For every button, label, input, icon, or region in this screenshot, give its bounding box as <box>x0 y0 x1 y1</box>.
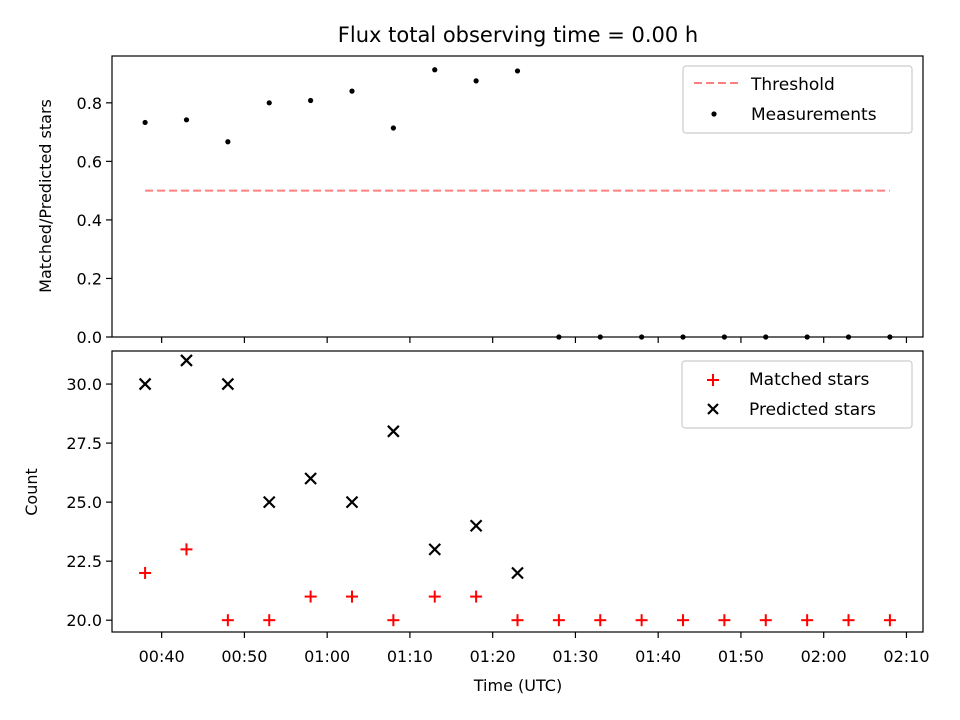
measurement-point <box>432 67 438 73</box>
measurement-point <box>308 97 314 104</box>
bottom-y-tick-label: 27.5 <box>66 434 102 453</box>
predicted-x-b <box>469 519 483 533</box>
matched-stars-point <box>759 614 772 627</box>
top-y-tick-label: 0.0 <box>77 328 102 347</box>
measurement-point <box>473 78 479 84</box>
bottom-axes-frame <box>111 350 924 633</box>
matched-stars-point <box>139 566 152 579</box>
legend-measurements-label: Measurements <box>751 105 877 125</box>
x-axis-label: Time (UTC) <box>473 676 562 695</box>
bottom-y-axis-label: Count <box>22 468 41 516</box>
predicted-stars-point <box>428 543 442 556</box>
x-tick-label: 00:40 <box>139 647 185 666</box>
bottom-x-axis: 00:40 00:50 01:00 01:10 01:20 01:30 01:40 01:50… <box>139 632 930 666</box>
predicted-stars-point <box>345 495 359 509</box>
predicted-x-b <box>511 566 524 580</box>
matched-stars-point <box>883 614 896 627</box>
matched-stars-point <box>594 614 607 627</box>
measurement-point <box>349 88 355 94</box>
matched-stars-point <box>263 614 276 627</box>
top-y-axis-label: Matched/Predicted stars <box>36 99 55 293</box>
predicted-x-b <box>221 377 235 391</box>
x-tick-label: 02:10 <box>883 647 929 666</box>
predicted-stars-point <box>469 519 483 533</box>
measurement-point <box>142 119 148 126</box>
predicted-x-b <box>428 543 442 556</box>
x-tick-label: 01:40 <box>635 647 681 666</box>
top-plot-area <box>142 67 893 340</box>
predicted-x-b <box>262 495 276 509</box>
x-tick-label: 01:10 <box>387 647 433 666</box>
predicted-stars-point <box>304 472 317 485</box>
bottom-plot-area <box>138 354 896 627</box>
predicted-stars-point <box>262 495 276 509</box>
top-legend-box <box>682 65 913 134</box>
bottom-y-tick-label: 25.0 <box>66 493 102 512</box>
measurement-point <box>266 100 272 106</box>
legend-predicted-label: Predicted stars <box>749 400 876 420</box>
matched-stars-point <box>677 614 690 627</box>
top-y-tick-label: 0.8 <box>77 94 102 113</box>
predicted-x-b <box>138 377 152 391</box>
bottom-y-axis: 20.0 22.5 25.0 27.5 30.0 <box>66 375 112 630</box>
measurement-point <box>514 68 521 74</box>
matched-stars-point <box>387 614 400 627</box>
predicted-x-b <box>387 425 400 438</box>
top-y-tick-label: 0.6 <box>77 152 102 171</box>
matched-stars-point <box>511 614 524 627</box>
x-tick-label: 01:30 <box>552 647 598 666</box>
x-tick-label: 00:50 <box>221 647 267 666</box>
x-tick-label: 01:50 <box>718 647 764 666</box>
matched-stars-point <box>345 590 358 603</box>
legend-threshold-label: Threshold <box>750 75 835 95</box>
predicted-x-b <box>180 354 193 367</box>
predicted-stars-point <box>138 377 152 391</box>
matched-stars-point <box>180 543 193 556</box>
matched-stars-point <box>552 614 565 627</box>
matched-stars-point <box>801 614 814 627</box>
matched-stars-point <box>304 590 317 603</box>
top-y-tick-label: 0.2 <box>77 269 102 288</box>
matched-stars-point <box>470 590 483 603</box>
bottom-legend-box <box>681 360 913 429</box>
x-tick-label: 01:20 <box>470 647 516 666</box>
legend-measurements-swatch <box>711 111 717 117</box>
chart-title: Flux total observing time = 0.00 h <box>338 23 698 47</box>
predicted-x-b <box>345 495 359 509</box>
top-legend: Threshold Measurements <box>682 65 913 134</box>
legend-predicted-swatch <box>707 403 719 415</box>
measurement-point <box>183 117 190 123</box>
predicted-stars-point <box>511 566 524 580</box>
matched-stars-point <box>428 590 441 603</box>
x-tick-label: 02:00 <box>801 647 847 666</box>
matched-stars-point <box>221 614 234 627</box>
predicted-stars-point <box>221 377 235 391</box>
top-axes-frame <box>111 55 924 338</box>
bottom-y-tick-label: 30.0 <box>66 375 102 394</box>
bottom-y-tick-label: 20.0 <box>66 611 102 630</box>
measurement-point <box>225 139 231 145</box>
legend-matched-label: Matched stars <box>749 370 869 390</box>
bottom-y-tick-label: 22.5 <box>66 552 102 571</box>
matched-stars-point <box>718 614 731 627</box>
predicted-stars-point <box>180 354 193 367</box>
top-x-axis <box>161 337 908 343</box>
predicted-stars-point <box>387 425 400 438</box>
top-y-tick-label: 0.4 <box>77 211 102 230</box>
predicted-x-b <box>304 472 317 485</box>
x-tick-label: 01:00 <box>304 647 350 666</box>
matched-stars-point <box>842 614 855 627</box>
measurement-point <box>390 125 396 131</box>
legend-matched-swatch <box>707 374 719 386</box>
top-y-axis: 0.0 0.2 0.4 0.6 0.8 <box>77 94 112 347</box>
matched-stars-point <box>635 614 648 627</box>
bottom-legend: Matched stars Predicted stars <box>681 360 913 429</box>
